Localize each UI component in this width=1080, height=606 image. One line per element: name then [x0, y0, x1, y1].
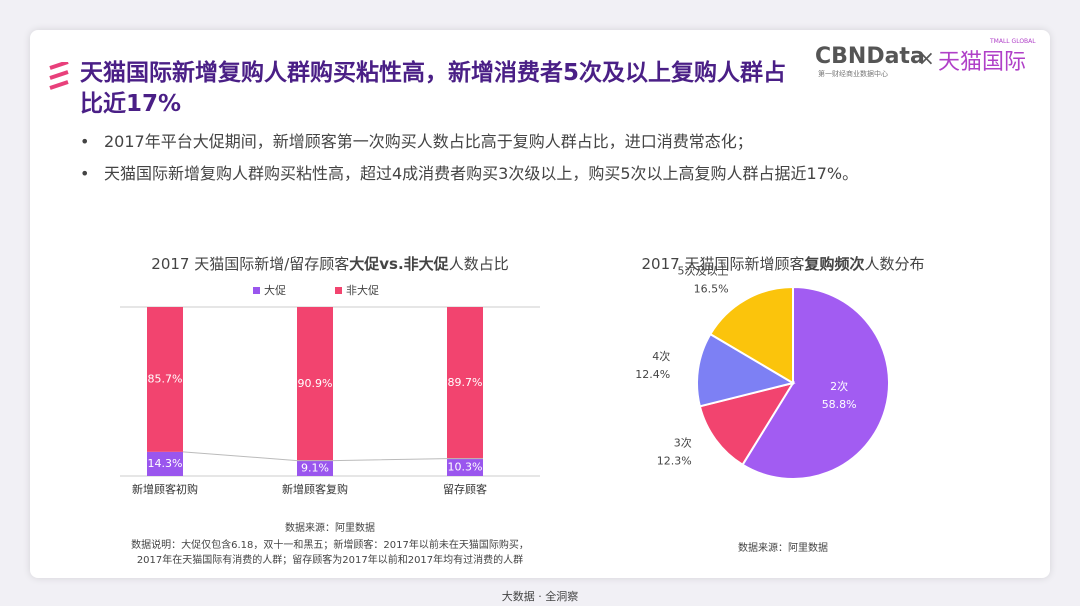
x-tick-label: 新增顾客复购 [282, 482, 348, 496]
title-part: 人数占比 [449, 255, 509, 273]
note: 2017年在天猫国际有消费的人群；留存顾客为2017年以前和2017年均有过消费… [137, 553, 523, 566]
value-label: 90.9% [298, 377, 333, 390]
connector-line [182, 451, 483, 462]
footer: 大数据 · 全洞察 [501, 590, 579, 603]
logo: CBNData [815, 44, 925, 69]
pie-label: 5次及以上 [678, 264, 729, 278]
bullet: • 2017年平台大促期间，新增顾客第一次购买人数占比高于复购人群占比，进口消费常… [80, 132, 753, 151]
title-icon [49, 62, 69, 90]
pie-slice [696, 332, 796, 408]
partner-sub: TMALL GLOBAL [990, 38, 1036, 45]
x-tick-label: 留存顾客 [443, 482, 487, 496]
pie-slice [698, 381, 796, 467]
value-label: 9.1% [301, 461, 329, 474]
title-part: 2017 天猫国际新增顾客 [642, 255, 805, 273]
pie-label: 2次 [830, 379, 848, 393]
value-label: 85.7% [148, 372, 183, 385]
legend-label: 大促 [264, 283, 286, 297]
pie-label: 3次 [674, 436, 692, 450]
chart-title: 2017 天猫国际新增顾客复购频次人数分布 [642, 255, 925, 273]
value-label: 12.4% [635, 368, 670, 381]
x-tick-label: 新增顾客初购 [132, 482, 198, 496]
value-label: 89.7% [448, 376, 483, 389]
bar [297, 307, 333, 461]
bar [297, 460, 333, 476]
title-part: 2017 天猫国际新增/留存顾客 [151, 255, 349, 273]
bar [447, 307, 483, 459]
value-label: 58.8% [822, 398, 857, 411]
value-label: 12.3% [657, 455, 692, 468]
legend-swatch [335, 287, 342, 294]
title-part: 复购频次 [803, 255, 864, 273]
legend-label: 非大促 [346, 283, 379, 297]
logo-cross: × [918, 46, 935, 70]
value-label: 16.5% [694, 283, 729, 296]
bar [447, 458, 483, 476]
bullet-text: 2017年平台大促期间，新增顾客第一次购买人数占比高于复购人群占比，进口消费常态… [104, 132, 753, 151]
title-part: 大促vs.非大促 [349, 255, 449, 273]
source: 数据来源：阿里数据 [738, 541, 828, 554]
partner-logo: 天猫国际 [938, 50, 1027, 75]
card [30, 30, 1050, 578]
bar [147, 451, 183, 476]
logo-sub: 第一财经商业数据中心 [818, 70, 888, 78]
title-part: 人数分布 [864, 255, 924, 273]
source: 数据来源：阿里数据 [285, 521, 375, 534]
chart-title: 2017 天猫国际新增/留存顾客大促vs.非大促人数占比 [151, 255, 508, 273]
pie-label: 4次 [652, 349, 670, 363]
bullet: • 天猫国际新增复购人群购买粘性高，超过4成消费者购买3次级以上，购买5次以上高复… [80, 164, 859, 183]
value-label: 14.3% [148, 457, 183, 470]
pie-slice [741, 285, 890, 480]
bullet-text: 天猫国际新增复购人群购买粘性高，超过4成消费者购买3次级以上，购买5次以上高复购… [104, 164, 859, 183]
slide-title: 天猫国际新增复购人群购买粘性高，新增消费者5次及以上复购人群占比近17% [80, 60, 787, 117]
value-label: 10.3% [448, 460, 483, 473]
pie-slice [708, 285, 794, 385]
legend-swatch [253, 287, 260, 294]
note: 数据说明：大促仅包含6.18，双十一和黑五；新增顾客：2017年以前未在天猫国际… [131, 538, 529, 551]
bar [147, 307, 183, 452]
